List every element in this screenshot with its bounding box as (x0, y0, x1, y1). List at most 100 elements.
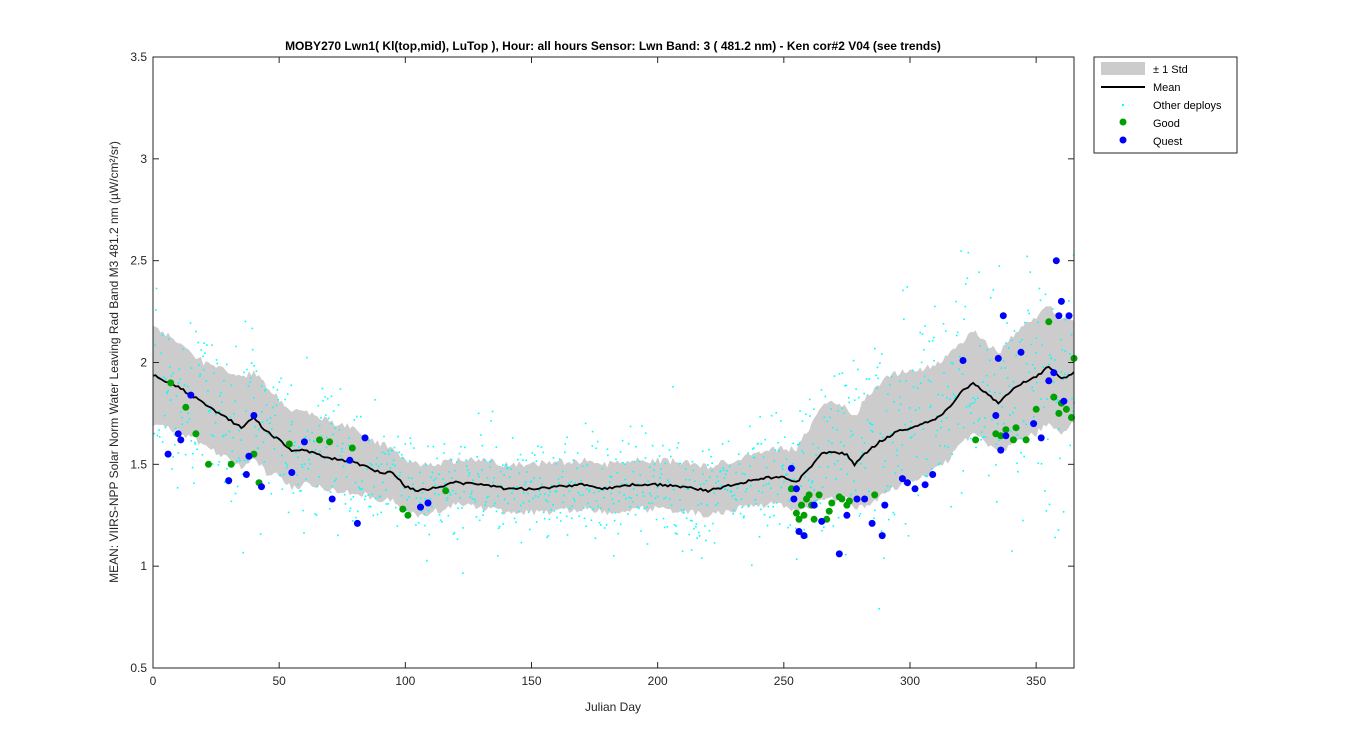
other-deploy-point (483, 459, 486, 461)
other-deploy-point (599, 524, 602, 526)
other-deploy-point (945, 330, 947, 332)
quest-point (288, 469, 296, 476)
other-deploy-point (427, 445, 429, 448)
other-deploy-point (549, 491, 551, 493)
other-deploy-point (1044, 293, 1047, 296)
other-deploy-point (837, 516, 840, 519)
other-deploy-point (586, 464, 589, 466)
other-deploy-point (887, 393, 889, 395)
other-deploy-point (559, 511, 562, 514)
other-deploy-point (664, 462, 667, 465)
other-deploy-point (907, 429, 909, 432)
other-deploy-point (316, 485, 319, 488)
other-deploy-point (375, 463, 378, 466)
other-deploy-point (393, 446, 396, 449)
other-deploy-point (717, 480, 720, 482)
other-deploy-point (954, 395, 957, 398)
other-deploy-point (324, 396, 326, 398)
other-deploy-point (468, 474, 470, 477)
other-deploy-point (1012, 411, 1014, 414)
other-deploy-point (563, 494, 565, 497)
other-deploy-point (876, 366, 879, 369)
other-deploy-point (262, 441, 265, 443)
other-deploy-point (218, 409, 221, 412)
other-deploy-point (672, 386, 674, 388)
legend-mean-label: Mean (1153, 82, 1181, 94)
other-deploy-point (705, 480, 708, 482)
other-deploy-point (968, 405, 971, 408)
other-deploy-point (670, 455, 672, 458)
other-deploy-point (206, 404, 209, 406)
other-deploy-point (169, 366, 171, 368)
good-point (1045, 318, 1053, 326)
other-deploy-point (251, 348, 254, 351)
other-deploy-point (849, 435, 852, 438)
other-deploy-point (213, 435, 215, 438)
other-deploy-point (213, 372, 215, 374)
other-deploy-point (803, 528, 805, 531)
other-deploy-point (676, 447, 679, 449)
other-deploy-point (399, 471, 402, 474)
other-deploy-point (1042, 366, 1044, 368)
other-deploy-point (304, 436, 307, 438)
other-deploy-point (911, 435, 913, 438)
other-deploy-point (507, 502, 509, 505)
other-deploy-point (630, 497, 632, 499)
other-deploy-point (944, 445, 946, 447)
plot-background (153, 57, 1074, 668)
other-deploy-point (1035, 352, 1037, 354)
other-deploy-point (534, 495, 537, 497)
other-deploy-point (345, 476, 348, 478)
other-deploy-point (960, 250, 962, 252)
other-deploy-point (306, 356, 308, 359)
other-deploy-point (634, 513, 637, 516)
other-deploy-point (1031, 386, 1033, 389)
other-deploy-point (1068, 300, 1070, 302)
other-deploy-point (740, 498, 743, 500)
other-deploy-point (154, 344, 156, 346)
other-deploy-point (964, 283, 967, 285)
other-deploy-point (965, 405, 968, 408)
other-deploy-point (837, 410, 839, 412)
other-deploy-point (489, 466, 491, 468)
other-deploy-point (497, 527, 500, 530)
good-point (316, 436, 323, 444)
other-deploy-point (166, 391, 169, 393)
other-deploy-point (368, 439, 370, 442)
other-deploy-point (284, 462, 287, 464)
other-deploy-point (441, 521, 443, 523)
quest-point (929, 471, 937, 478)
other-deploy-point (246, 459, 249, 462)
other-deploy-point (439, 519, 442, 521)
other-deploy-point (769, 516, 771, 519)
other-deploy-point (313, 440, 315, 442)
other-deploy-point (1040, 398, 1042, 400)
other-deploy-point (957, 423, 959, 425)
other-deploy-point (490, 420, 492, 422)
other-deploy-point (857, 368, 859, 371)
other-deploy-point (344, 503, 347, 505)
other-deploy-point (267, 433, 269, 435)
other-deploy-point (726, 489, 729, 491)
other-deploy-point (656, 487, 659, 489)
other-deploy-point (257, 428, 260, 431)
other-deploy-point (528, 500, 531, 503)
other-deploy-point (568, 490, 571, 492)
other-deploy-point (323, 457, 326, 460)
other-deploy-point (1069, 444, 1071, 447)
other-deploy-point (983, 425, 986, 428)
other-deploy-point (326, 436, 328, 439)
other-deploy-point (929, 406, 931, 409)
other-deploy-point (618, 491, 621, 494)
other-deploy-point (1028, 371, 1031, 374)
other-deploy-point (986, 349, 988, 351)
other-deploy-point (973, 401, 976, 404)
other-deploy-point (729, 465, 731, 468)
other-deploy-point (606, 448, 609, 450)
other-deploy-point (383, 435, 385, 438)
other-deploy-point (217, 464, 220, 466)
other-deploy-point (824, 395, 827, 398)
quest-point (300, 438, 308, 446)
other-deploy-point (802, 452, 805, 454)
other-deploy-point (951, 453, 953, 455)
